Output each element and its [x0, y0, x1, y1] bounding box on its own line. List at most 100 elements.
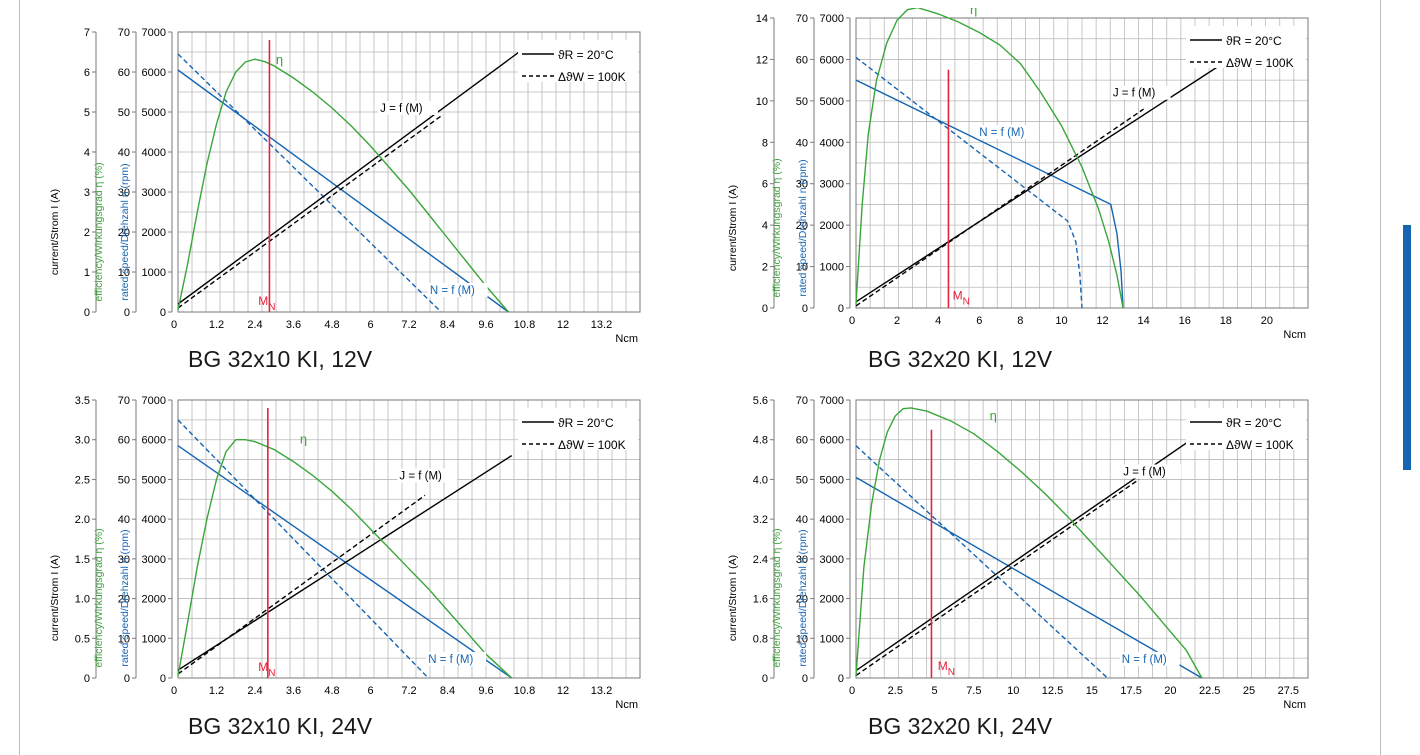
speed-tick-label: 1000: [820, 262, 844, 274]
efficiency-tick-label: 40: [118, 514, 130, 526]
speed-curve-dashed: [177, 419, 429, 679]
current-tick-label: 0: [84, 673, 90, 685]
chart-svg: 0123456701020304050607001000200030004000…: [49, 27, 641, 345]
chart-bg-32x20-ki-24v: 0 0.8 1.6 2.4 3.2 4.0 4.8 5.6 0 10 20 30 40 50 60 70 0 10…: [727, 388, 1328, 716]
speed-tick-label: 6000: [820, 54, 844, 66]
x-axis-unit: Ncm: [1283, 699, 1306, 711]
speed-tick-label: 4000: [142, 147, 166, 159]
efficiency-tick-label: 60: [118, 67, 130, 79]
efficiency-tick-label: 70: [796, 13, 808, 25]
speed-tick-label: 0: [160, 673, 166, 685]
x-tick-label: 4: [935, 315, 941, 327]
current-axis: 0 2 4 6 8 10 12 14: [756, 13, 775, 315]
current-curve-label-bg: [397, 468, 458, 483]
x-tick-label: 9.6: [478, 319, 493, 331]
speed-curve-label-bg: [427, 283, 488, 297]
x-axis-unit: Ncm: [615, 699, 638, 711]
speed-curve-dashed: [177, 53, 442, 313]
x-tick-label: 8: [1017, 315, 1023, 327]
current-curve-dashed: [177, 115, 442, 309]
chart-bg-32x10-ki-24v: 0 0.5 1.0 1.5 2.0 2.5 3.0 3.5 0 10 20 30 40 50 60 70 0 10…: [49, 388, 660, 716]
speed-tick-label: 4000: [820, 514, 844, 526]
speed-curve-label-bg: [977, 125, 1038, 140]
legend-bg: [518, 40, 638, 82]
x-tick-label: 12: [557, 685, 569, 697]
chart-bg-32x20-ki-12v: 0 2 4 6 8 10 12 14 0 10 20 30 40 50 60 70 0 1000 2000 3000 4…: [727, 2, 1328, 350]
speed-tick-label: 5000: [142, 107, 166, 119]
x-tick-label-origin: 0: [849, 315, 855, 327]
efficiency-tick-label: 40: [118, 147, 130, 159]
speed-curve-label: N = f (M): [1122, 654, 1167, 666]
speed-axis-title: rated speed/Drehzahl n (rpm): [797, 159, 809, 296]
chart-svg: 0246810121401020304050607001000200030004…: [727, 2, 1309, 341]
x-tick-label: 7.5: [966, 685, 981, 697]
efficiency-tick-label: 40: [796, 137, 808, 149]
chart-svg: 00.51.01.52.02.53.03.5010203040506070010…: [49, 395, 641, 711]
x-tick-label: 2.4: [247, 685, 262, 697]
speed-curve-solid: [855, 476, 1203, 679]
legend-solid-label: ϑR = 20°C: [1226, 34, 1282, 48]
current-tick-label: 2: [762, 262, 768, 274]
speed-tick-label: 7000: [142, 395, 166, 407]
current-tick-label: 3.5: [75, 395, 90, 407]
current-axis-title: current/Strom I (A): [728, 555, 739, 641]
current-curve-label: J = f (M): [1113, 88, 1156, 100]
current-tick-label: 6: [84, 67, 90, 79]
x-tick-label: 2.5: [888, 685, 903, 697]
efficiency-tick-label: 10: [118, 267, 130, 279]
efficiency-tick-label: 50: [796, 474, 808, 486]
legend-dashed-label: ΔϑW = 100K: [558, 438, 626, 452]
efficiency-axis-title: efficiency/Wirkungsgrad η (%): [93, 162, 105, 301]
speed-tick-label: 4000: [820, 137, 844, 149]
current-curve-dashed: [855, 478, 1140, 677]
legend-dashed-label: ΔϑW = 100K: [1226, 438, 1294, 452]
efficiency-axis: 0 10 20 30 40 50 60 70: [118, 395, 137, 685]
current-tick-label: 0: [762, 303, 768, 315]
legend-dashed-label: ΔϑW = 100K: [1226, 56, 1294, 70]
x-tick-label: 7.2: [401, 319, 416, 331]
left-margin-rule: [19, 0, 20, 755]
current-tick-label: 2: [84, 227, 90, 239]
x-tick-label: 10: [1055, 315, 1067, 327]
efficiency-tick-label: 50: [796, 96, 808, 108]
speed-tick-label: 1000: [142, 267, 166, 279]
x-tick-label: 22.5: [1199, 685, 1220, 697]
chart-caption-bg-32x10-12v: BG 32x10 KI, 12V: [188, 346, 373, 372]
chart-legend: ϑR = 20°C ΔϑW = 100K: [1186, 408, 1306, 452]
speed-tick-label: 5000: [142, 474, 166, 486]
x-tick-label: 14: [1138, 315, 1150, 327]
speed-tick-label: 1000: [142, 633, 166, 645]
efficiency-axis: 0 10 20 30 40 50 60 70: [796, 395, 815, 685]
legend-solid-label: ϑR = 20°C: [1226, 416, 1282, 430]
x-tick-label: 12: [1096, 315, 1108, 327]
speed-tick-label: 7000: [820, 395, 844, 407]
speed-tick-label: 2000: [142, 594, 166, 606]
x-tick-label: 15: [1086, 685, 1098, 697]
current-tick-label: 4.8: [753, 435, 768, 447]
x-tick-label: 3.6: [286, 685, 301, 697]
x-tick-label-origin: 0: [849, 685, 855, 697]
x-tick-label: 8.4: [440, 685, 455, 697]
nominal-torque-label: MN: [258, 294, 275, 313]
current-tick-label: 0: [84, 307, 90, 319]
speed-tick-label: 7000: [142, 27, 166, 39]
legend-dashed-label: ΔϑW = 100K: [558, 70, 626, 84]
chart-caption-bg-32x20-12v: BG 32x20 KI, 12V: [868, 346, 1053, 372]
x-axis: 0 2.5 5 7.5 10 12.5 15 17.5 20 22.5 25 27.5 Ncm: [849, 685, 1306, 711]
current-tick-label: 6: [762, 179, 768, 191]
x-tick-label: 12.5: [1042, 685, 1063, 697]
plot-border: [177, 31, 641, 313]
speed-curve-label-bg: [1119, 651, 1180, 666]
speed-curve-label: N = f (M): [979, 127, 1024, 139]
chart-legend: ϑR = 20°C ΔϑW = 100K: [1186, 26, 1306, 70]
x-tick-label: 8.4: [440, 319, 455, 331]
current-axis-title: current/Strom I (A): [50, 189, 61, 275]
speed-tick-label: 2000: [820, 594, 844, 606]
current-tick-label: 1: [84, 267, 90, 279]
chart-svg: 00.81.62.43.24.04.85.6010203040506070010…: [727, 395, 1309, 711]
x-tick-label: 12: [557, 319, 569, 331]
x-tick-label: 18: [1220, 315, 1232, 327]
efficiency-tick-label: 60: [796, 435, 808, 447]
x-tick-label: 17.5: [1120, 685, 1141, 697]
